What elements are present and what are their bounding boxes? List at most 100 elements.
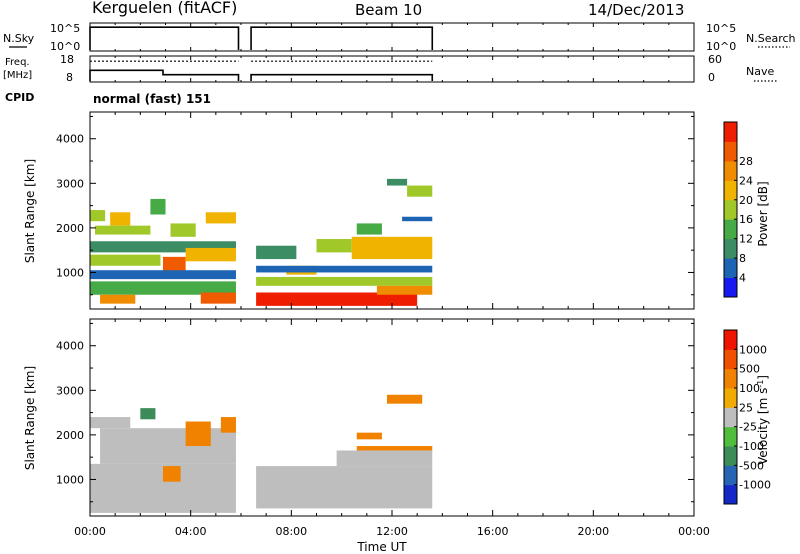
- station-title: Kerguelen (fitACF): [92, 0, 237, 17]
- freq-frame: [89, 55, 695, 83]
- heatmap-cell: [220, 417, 236, 433]
- colorbar-swatch: [724, 141, 737, 162]
- power-panel: 1000 2000 3000 4000 Slant Range [km]: [23, 111, 695, 310]
- power-colorbar-label: Power [dB]: [756, 181, 770, 246]
- date-title: 14/Dec/2013: [588, 1, 684, 19]
- beam-title: Beam 10: [355, 1, 422, 19]
- y-tick-label: 3000: [56, 384, 84, 397]
- colorbar-tick-label: -500: [739, 459, 764, 472]
- heatmap-cell: [140, 408, 156, 420]
- y-tick-label: 2000: [56, 429, 84, 442]
- colorbar-tick-label: 25: [739, 401, 753, 414]
- velocity-colorbar-label-main: Velocity [m s: [756, 388, 770, 465]
- x-tick-label: 12:00: [376, 525, 408, 538]
- freq-unit: [MHz]: [3, 70, 32, 81]
- x-tick-label: 16:00: [477, 525, 509, 538]
- colorbar-swatch: [724, 199, 737, 220]
- heatmap-cell: [356, 432, 382, 440]
- heatmap-cell: [256, 292, 418, 306]
- heatmap-cell: [200, 292, 236, 304]
- cpid-text: normal (fast) 151: [93, 92, 211, 106]
- colorbar-swatch: [724, 219, 737, 240]
- colorbar-tick-label: 28: [739, 155, 753, 168]
- x-tick-label: 00:00: [678, 525, 710, 538]
- heatmap-cell: [256, 276, 433, 286]
- heatmap-cell: [90, 241, 236, 253]
- power-axes: 1000 2000 3000 4000: [56, 112, 695, 309]
- x-tick-label: 04:00: [175, 525, 207, 538]
- velocity-panel: 1000 2000 3000 4000 Slant Range [km]: [23, 318, 695, 517]
- nsky-tick-bottom: 10^0: [50, 40, 80, 53]
- heatmap-cell: [386, 178, 408, 186]
- colorbar-swatch: [724, 465, 737, 486]
- y-tick-label: 3000: [56, 177, 84, 190]
- heatmap-cell: [100, 428, 236, 464]
- heatmap-cell: [100, 294, 136, 304]
- velocity-colorbar-label-end: ]: [756, 375, 770, 380]
- heatmap-cell: [402, 216, 433, 222]
- heatmap-cell: [90, 270, 236, 280]
- colorbar-tick-label: -1000: [739, 479, 771, 492]
- colorbar-swatch: [724, 180, 737, 201]
- velocity-ylabel: Slant Range [km]: [23, 366, 37, 470]
- velocity-colorbar-label-sup: -1: [756, 380, 765, 388]
- colorbar-tick-label: 1000: [739, 343, 767, 356]
- heatmap-cell: [150, 198, 166, 215]
- nave-label: Nave: [746, 65, 774, 78]
- heatmap-cell: [90, 210, 106, 222]
- colorbar-swatch: [724, 349, 737, 370]
- x-tick-label: 20:00: [577, 525, 609, 538]
- colorbar-tick-label: -100: [739, 440, 764, 453]
- freq-series-line: [89, 69, 434, 81]
- nsky-series-line: [89, 26, 434, 50]
- heatmap-cell: [356, 223, 382, 235]
- nsky-panel: N.Sky 10^5 10^0 10^5 10^0 N.Search: [3, 22, 796, 82]
- heatmap-cell: [376, 285, 433, 295]
- colorbar-swatch: [724, 277, 737, 298]
- heatmap-cell: [316, 239, 352, 253]
- power-ylabel: Slant Range [km]: [23, 159, 37, 263]
- heatmap-cell: [110, 212, 131, 226]
- cpid-label: CPID: [5, 91, 34, 104]
- freq-tick-bottom: 8: [66, 71, 73, 84]
- colorbar-tick-label: 100: [739, 382, 760, 395]
- colorbar-tick-label: 8: [739, 252, 746, 265]
- nsearch-label: N.Search: [746, 32, 796, 45]
- velocity-colorbar-label: Velocity [m s-1]: [756, 375, 770, 465]
- y-tick-label: 4000: [56, 133, 84, 146]
- colorbar-tick-label: 16: [739, 213, 753, 226]
- x-tick-label: 08:00: [275, 525, 307, 538]
- heatmap-cell: [256, 265, 433, 273]
- velocity-axes: 1000 2000 3000 4000: [56, 319, 695, 516]
- heatmap-cell: [90, 254, 161, 266]
- y-tick-label: 1000: [56, 473, 84, 486]
- colorbar-tick-label: 20: [739, 194, 753, 207]
- colorbar-swatch: [724, 258, 737, 279]
- colorbar-tick-label: 12: [739, 233, 753, 246]
- colorbar-frame: [723, 121, 738, 298]
- colorbar-swatch: [724, 388, 737, 408]
- heatmap-cell: [90, 417, 131, 429]
- nsearch-tick-top: 10^5: [706, 22, 736, 35]
- nsky-tick-top: 10^5: [50, 22, 80, 35]
- heatmap-cell: [170, 223, 196, 237]
- heatmap-cell: [386, 394, 423, 404]
- heatmap-cell: [185, 421, 211, 447]
- velocity-colorbar: 1000 500 100 25 -25 -100 -500 -1000: [723, 329, 771, 505]
- heatmap-cell: [256, 245, 297, 260]
- nave-tick-bottom: 0: [708, 71, 715, 84]
- colorbar-frame: [723, 329, 738, 505]
- colorbar-tick-label: 500: [739, 363, 760, 376]
- colorbar-swatch: [724, 238, 737, 259]
- power-colorbar: 4 8 12 16 20 24 28: [723, 121, 753, 298]
- y-tick-label: 1000: [56, 266, 84, 279]
- colorbar-swatch: [724, 426, 737, 447]
- heatmap-cell: [407, 185, 433, 197]
- colorbar-swatch: [724, 446, 737, 466]
- freq-tick-top: 18: [60, 53, 74, 66]
- time-axis-labels: 00:00 04:00 08:00 12:00 16:00 20:00 00:00: [74, 525, 710, 538]
- velocity-heatmap: [90, 394, 433, 513]
- freq-label: Freq.: [5, 57, 30, 68]
- nsky-label: N.Sky: [3, 32, 35, 45]
